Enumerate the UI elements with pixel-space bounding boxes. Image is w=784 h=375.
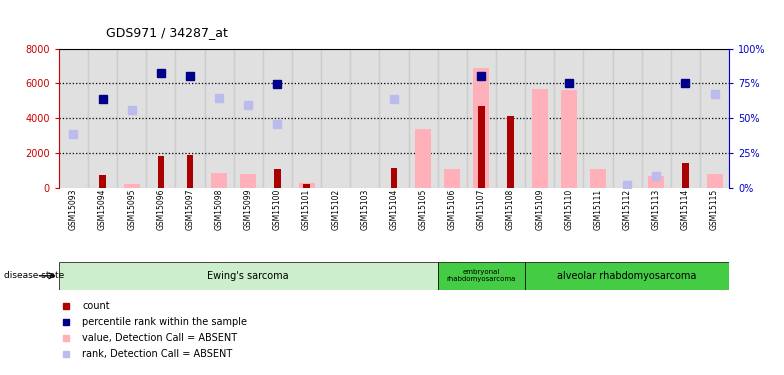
Bar — [561, 90, 577, 188]
Bar — [211, 173, 227, 188]
Bar — [274, 169, 281, 188]
Bar — [525, 262, 729, 290]
Bar — [445, 169, 460, 188]
Bar — [263, 49, 292, 188]
Bar — [390, 168, 397, 188]
Bar — [700, 49, 729, 188]
Text: value, Detection Call = ABSENT: value, Detection Call = ABSENT — [82, 333, 238, 343]
Bar — [437, 49, 466, 188]
Bar — [158, 156, 164, 188]
Text: GDS971 / 34287_at: GDS971 / 34287_at — [106, 26, 227, 39]
Text: percentile rank within the sample: percentile rank within the sample — [82, 317, 247, 327]
Bar — [474, 68, 489, 188]
Bar — [554, 49, 583, 188]
Bar — [303, 184, 310, 188]
Bar — [682, 163, 688, 188]
Bar — [117, 49, 147, 188]
Text: count: count — [82, 302, 110, 311]
Bar — [379, 49, 408, 188]
Bar — [525, 49, 554, 188]
Bar — [466, 49, 496, 188]
Bar — [299, 183, 314, 188]
Bar — [205, 49, 234, 188]
Bar — [240, 174, 256, 188]
Bar — [478, 106, 485, 188]
Bar — [292, 49, 321, 188]
Bar — [124, 184, 140, 188]
Bar — [59, 262, 437, 290]
Bar — [496, 49, 525, 188]
Bar — [641, 49, 671, 188]
Text: disease state: disease state — [4, 272, 64, 280]
Bar — [321, 49, 350, 188]
Bar — [187, 155, 193, 188]
Text: rank, Detection Call = ABSENT: rank, Detection Call = ABSENT — [82, 349, 233, 359]
Bar — [59, 49, 88, 188]
Bar — [234, 49, 263, 188]
Bar — [532, 88, 548, 188]
Bar — [706, 174, 723, 188]
Text: Ewing's sarcoma: Ewing's sarcoma — [208, 271, 289, 281]
Bar — [88, 49, 117, 188]
Bar — [100, 176, 106, 188]
Bar — [176, 49, 205, 188]
Bar — [437, 262, 525, 290]
Bar — [147, 49, 176, 188]
Bar — [583, 49, 612, 188]
Bar — [415, 129, 431, 188]
Bar — [590, 169, 606, 188]
Bar — [350, 49, 379, 188]
Bar — [408, 49, 437, 188]
Bar — [612, 49, 641, 188]
Text: alveolar rhabdomyosarcoma: alveolar rhabdomyosarcoma — [557, 271, 697, 281]
Bar — [507, 116, 514, 188]
Bar — [671, 49, 700, 188]
Text: embryonal
rhabdomyosarcoma: embryonal rhabdomyosarcoma — [447, 269, 516, 282]
Bar — [648, 176, 664, 188]
